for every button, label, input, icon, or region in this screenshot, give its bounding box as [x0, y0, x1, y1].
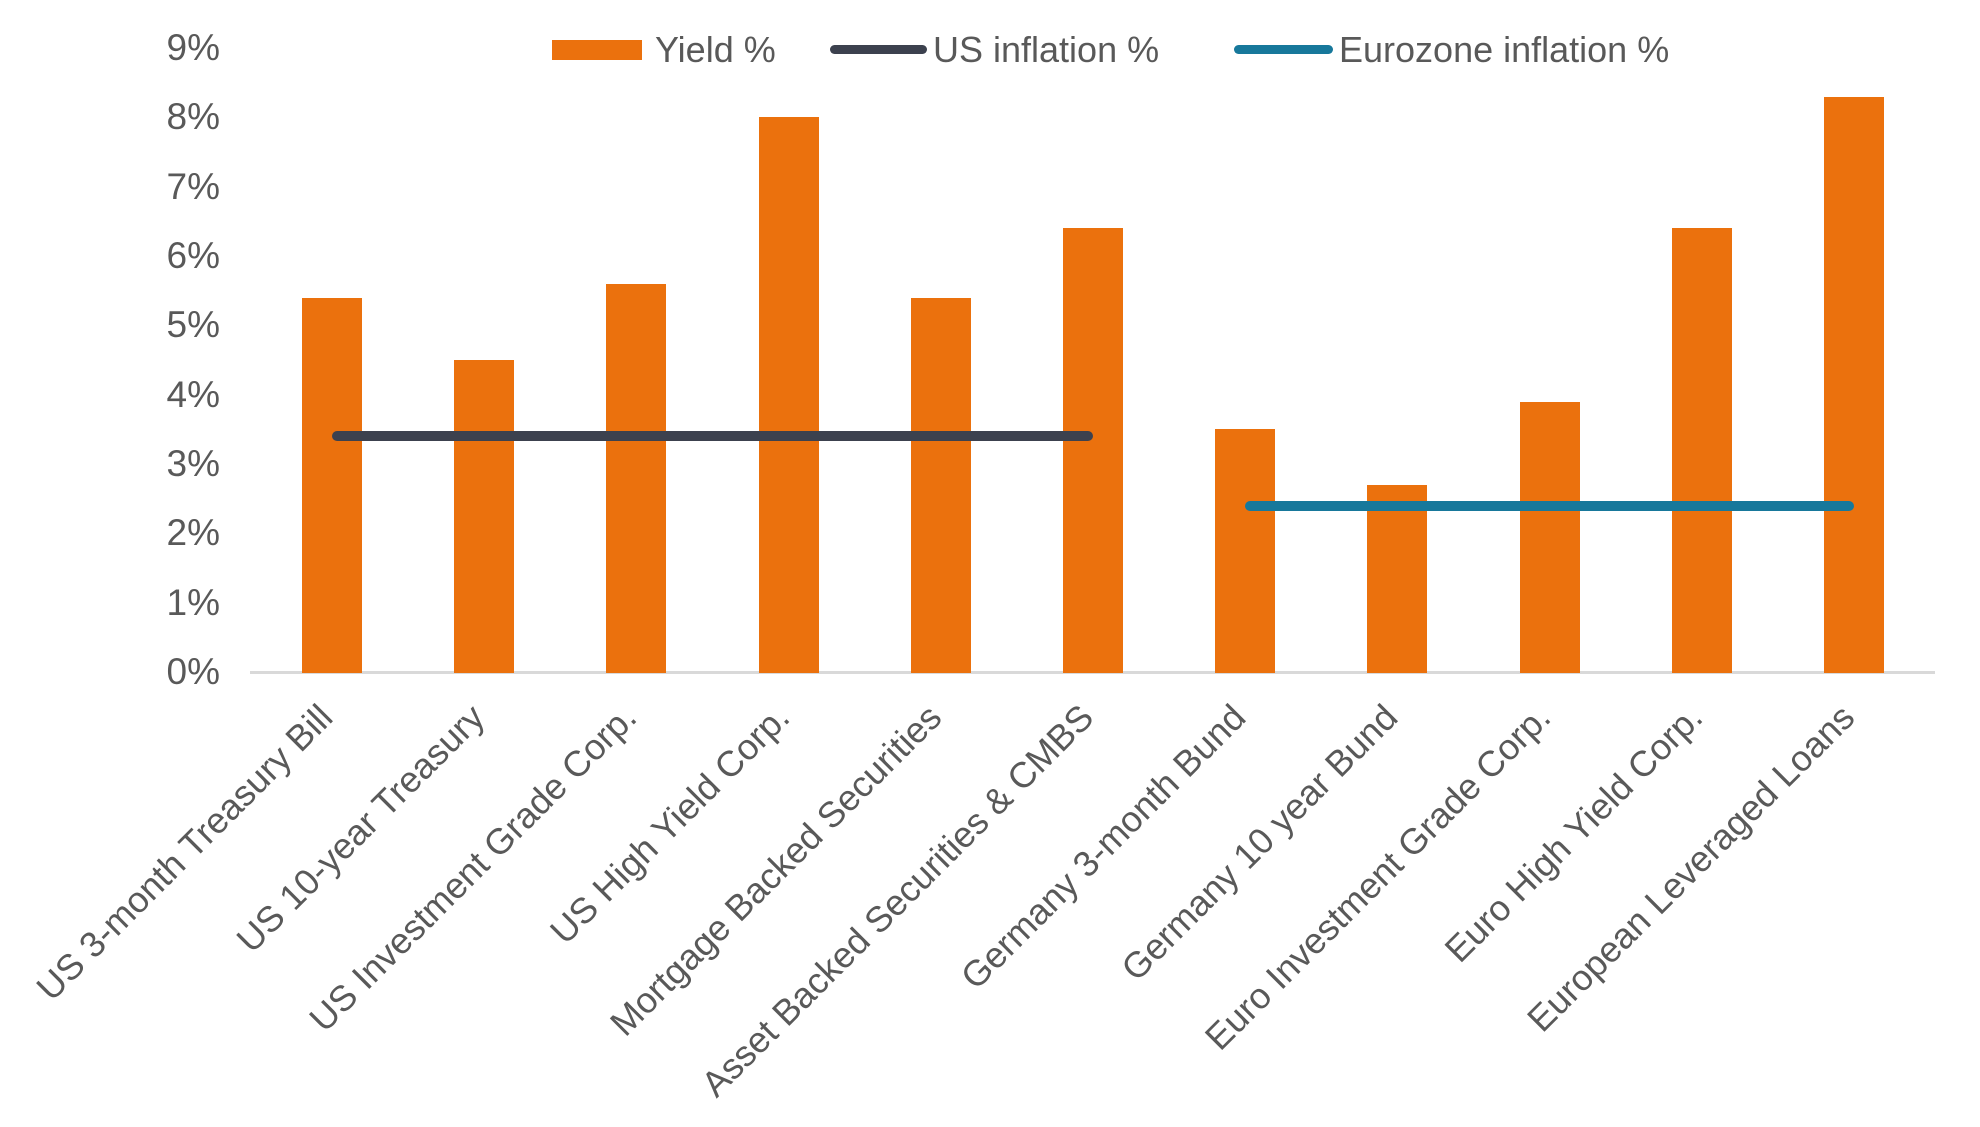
eurozone-inflation-line: [1245, 500, 1854, 511]
y-axis-tick-label: 0%: [166, 651, 220, 692]
yield-bar: [454, 360, 515, 673]
y-axis-tick-label: 3%: [166, 443, 220, 484]
legend-item-eurozone-inflation: Eurozone inflation %: [1339, 29, 1670, 70]
category-label: Germany 3-month Bund: [952, 696, 1254, 997]
y-axis-tick-label: 1%: [166, 581, 220, 623]
yield-bar: [758, 117, 819, 673]
yield-bar: [606, 283, 667, 673]
y-axis-tick-label: 7%: [166, 165, 220, 207]
eurozone-inflation-line-swatch: [1234, 45, 1333, 54]
category-label: US 10-year Treasury: [228, 696, 493, 961]
category-label: US 3-month Treasury Bill: [28, 696, 341, 1009]
us-inflation-line-swatch: [830, 45, 927, 54]
legend-item-yield: Yield %: [655, 29, 776, 70]
yield-series-swatch: [552, 40, 642, 60]
legend-item-us-inflation: US inflation %: [933, 29, 1160, 70]
yield-bar: [302, 297, 363, 673]
category-label: Euro High Yield Corp.: [1436, 696, 1711, 971]
category-label: European Leveraged Loans: [1518, 696, 1863, 1040]
us-inflation-line: [332, 431, 1093, 442]
y-axis-tick-label: 9%: [166, 27, 220, 69]
category-label: US Investment Grade Corp.: [301, 696, 645, 1040]
yield-bar: [1063, 228, 1123, 673]
yield-bar: [1671, 228, 1732, 673]
y-axis-tick-label: 6%: [166, 235, 220, 277]
category-label: Germany 10 year Bund: [1113, 696, 1406, 989]
y-axis-tick-label: 8%: [166, 96, 220, 138]
yield-bar: [1519, 401, 1580, 673]
yield-bar: [1215, 429, 1276, 673]
y-axis-tick-label: 5%: [166, 304, 220, 346]
yield-bar: [910, 297, 971, 673]
y-axis-tick-label: 2%: [166, 512, 220, 554]
yield-bar: [1823, 96, 1884, 673]
y-axis-tick-label: 4%: [166, 373, 220, 415]
yield-bar: [1367, 484, 1428, 673]
